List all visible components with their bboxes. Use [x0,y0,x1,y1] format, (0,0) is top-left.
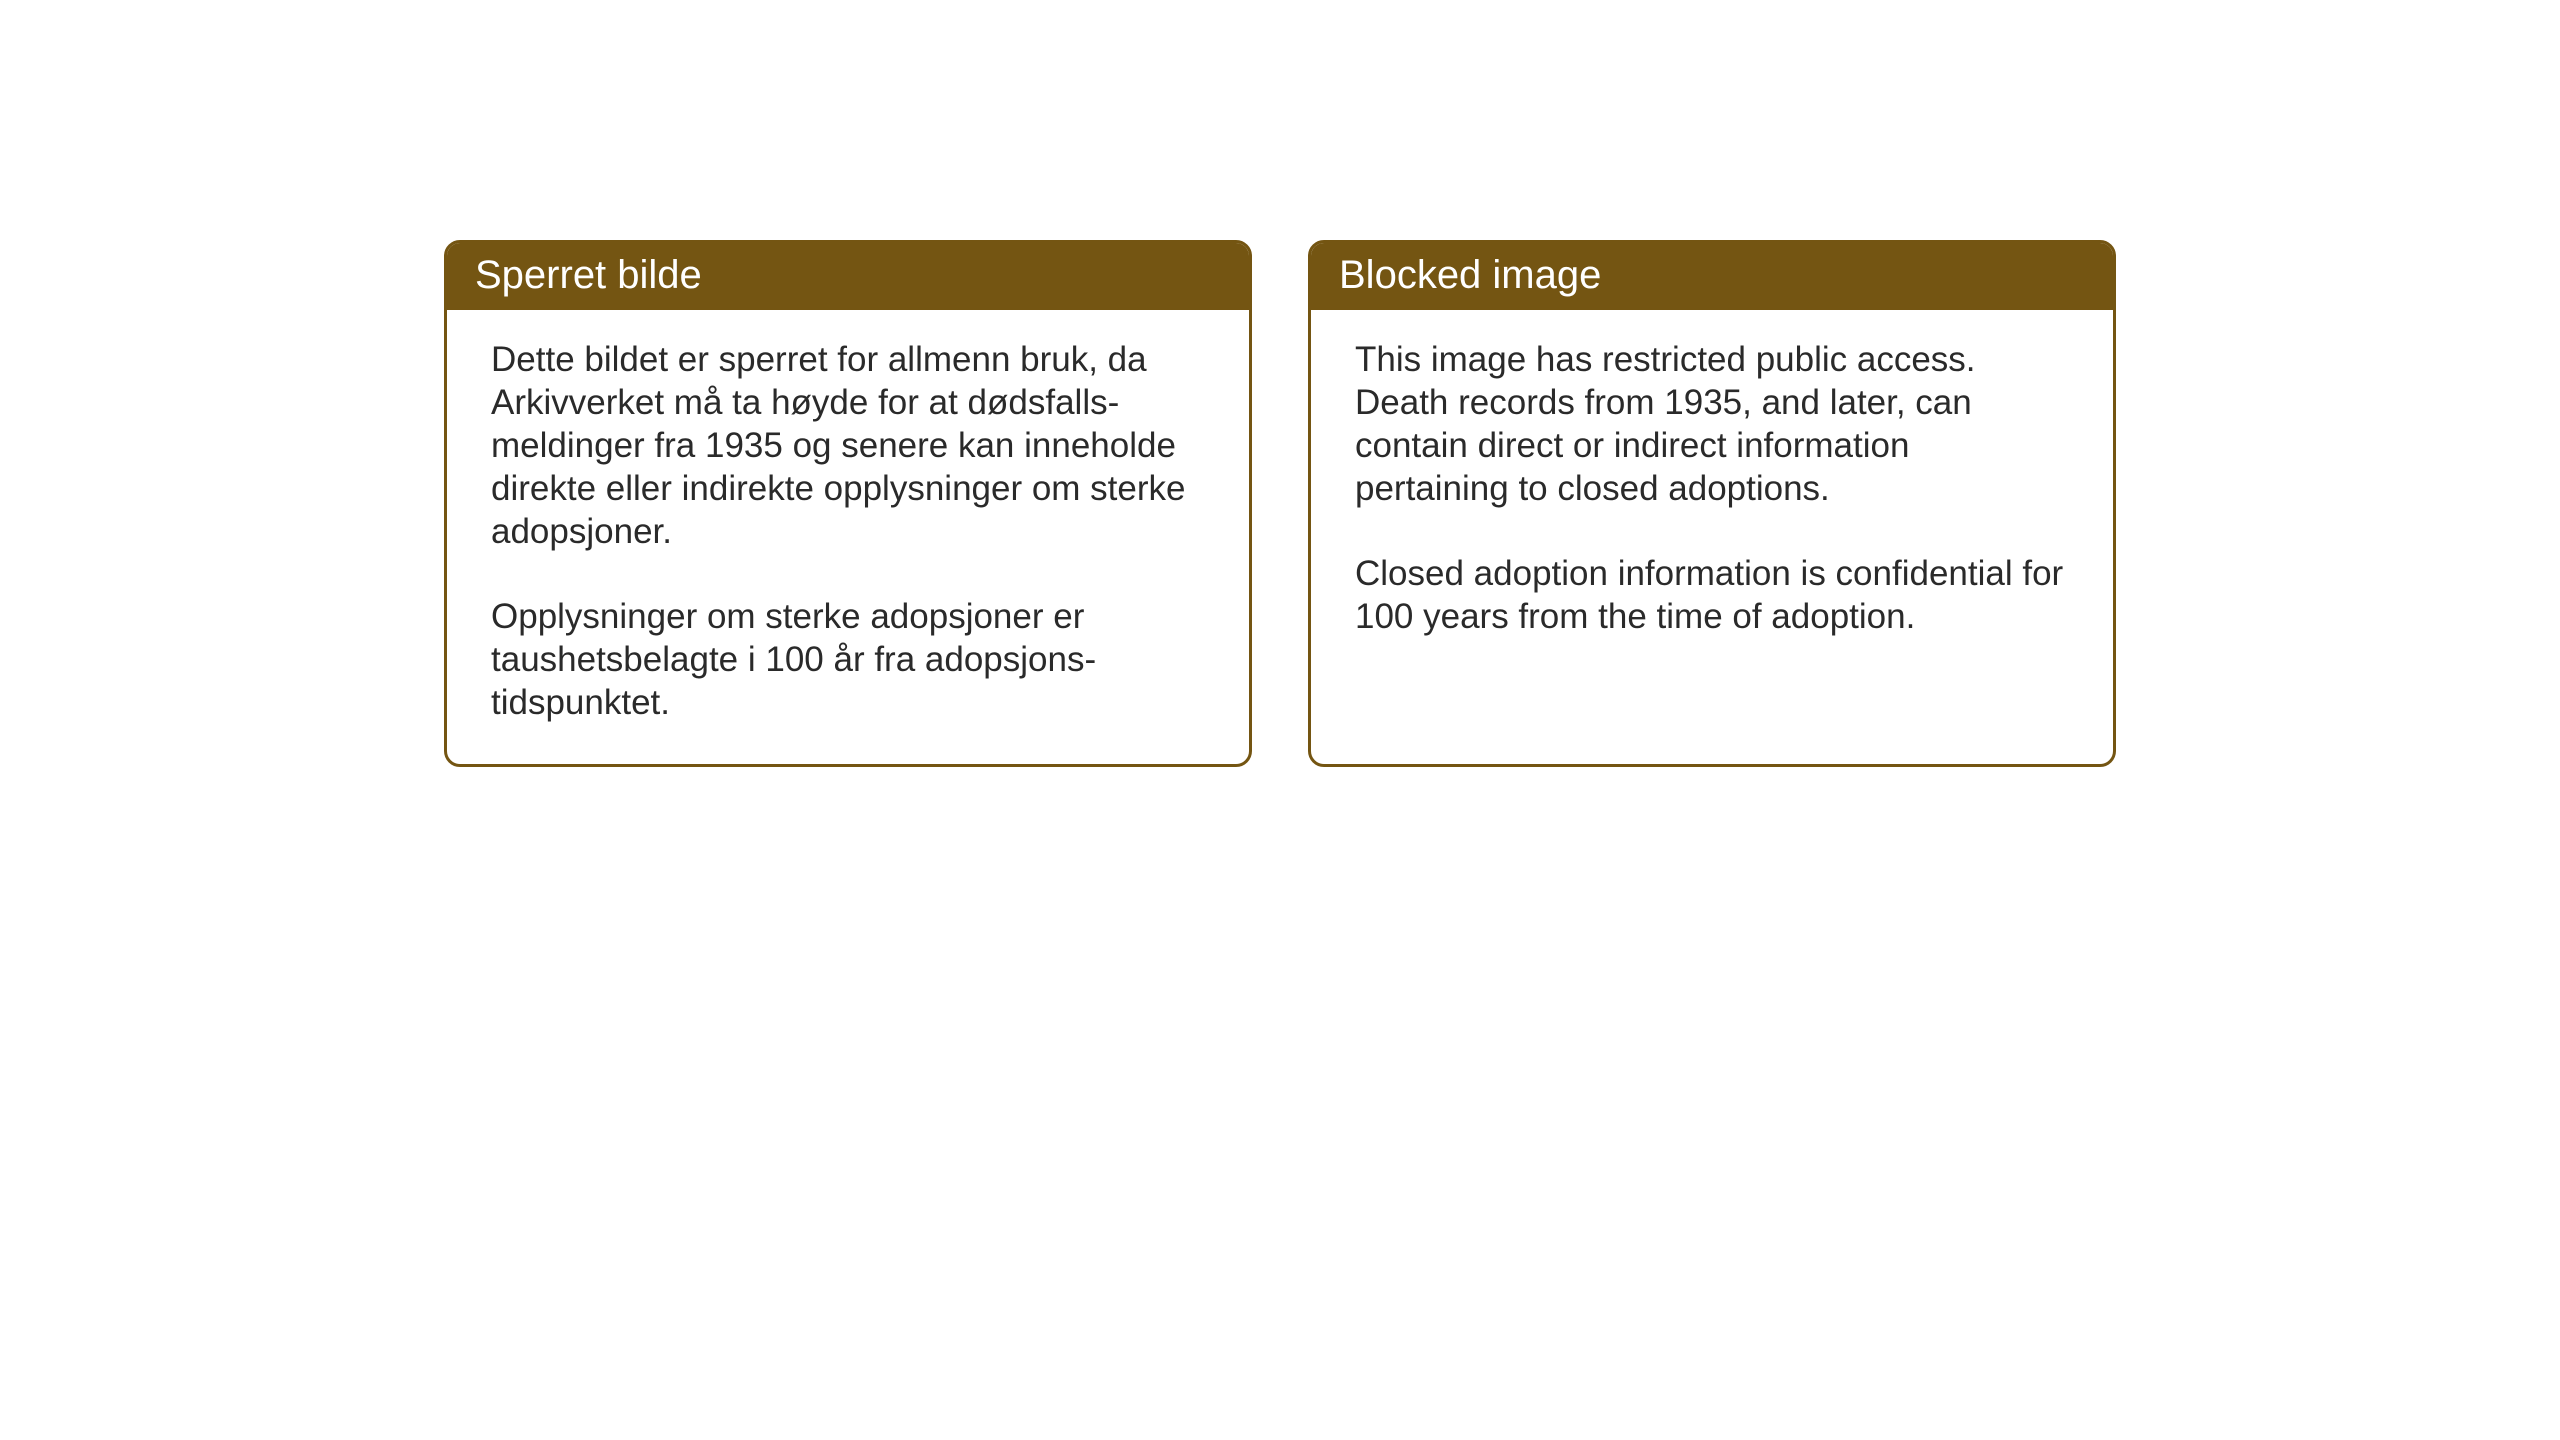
notice-paragraph-2-norwegian: Opplysninger om sterke adopsjoner er tau… [491,595,1205,724]
notice-body-norwegian: Dette bildet er sperret for allmenn bruk… [447,310,1249,764]
notice-card-norwegian: Sperret bilde Dette bildet er sperret fo… [444,240,1252,767]
notice-paragraph-1-english: This image has restricted public access.… [1355,338,2069,510]
notice-title-norwegian: Sperret bilde [475,253,702,297]
notice-title-english: Blocked image [1339,253,1601,297]
notice-header-english: Blocked image [1311,243,2113,310]
notice-paragraph-2-english: Closed adoption information is confident… [1355,552,2069,638]
notice-paragraph-1-norwegian: Dette bildet er sperret for allmenn bruk… [491,338,1205,553]
notice-card-english: Blocked image This image has restricted … [1308,240,2116,767]
notice-body-english: This image has restricted public access.… [1311,310,2113,760]
notice-container: Sperret bilde Dette bildet er sperret fo… [444,240,2116,767]
notice-header-norwegian: Sperret bilde [447,243,1249,310]
